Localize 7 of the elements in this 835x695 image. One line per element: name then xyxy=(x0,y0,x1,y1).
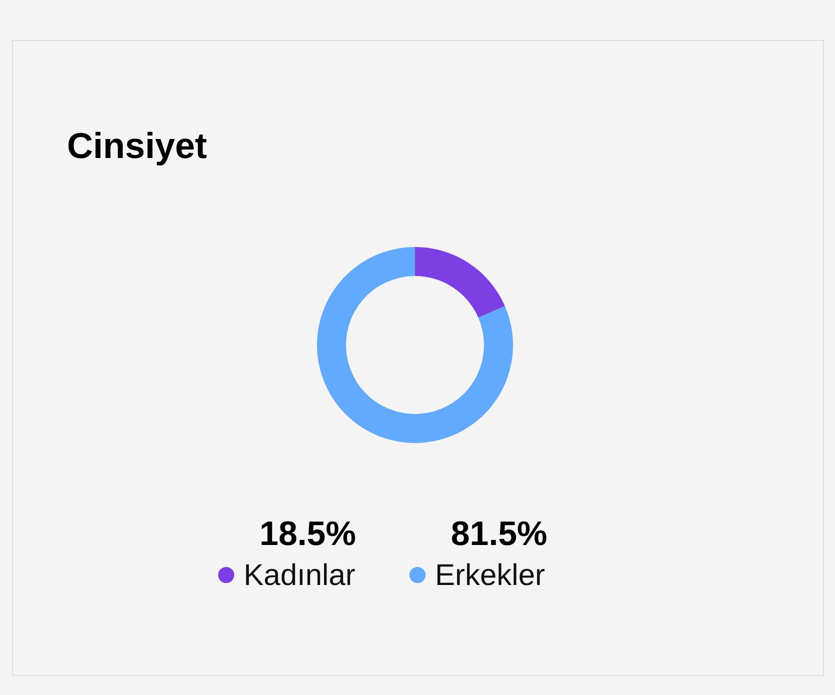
donut-slice xyxy=(317,247,513,443)
data-label: 18.5% xyxy=(260,515,356,553)
chart-title: Cinsiyet xyxy=(67,125,208,166)
donut-slice xyxy=(415,247,505,318)
legend-label: Erkekler xyxy=(434,559,546,592)
data-label: 81.5% xyxy=(450,515,548,553)
legend-label: Kadınlar xyxy=(244,559,356,592)
